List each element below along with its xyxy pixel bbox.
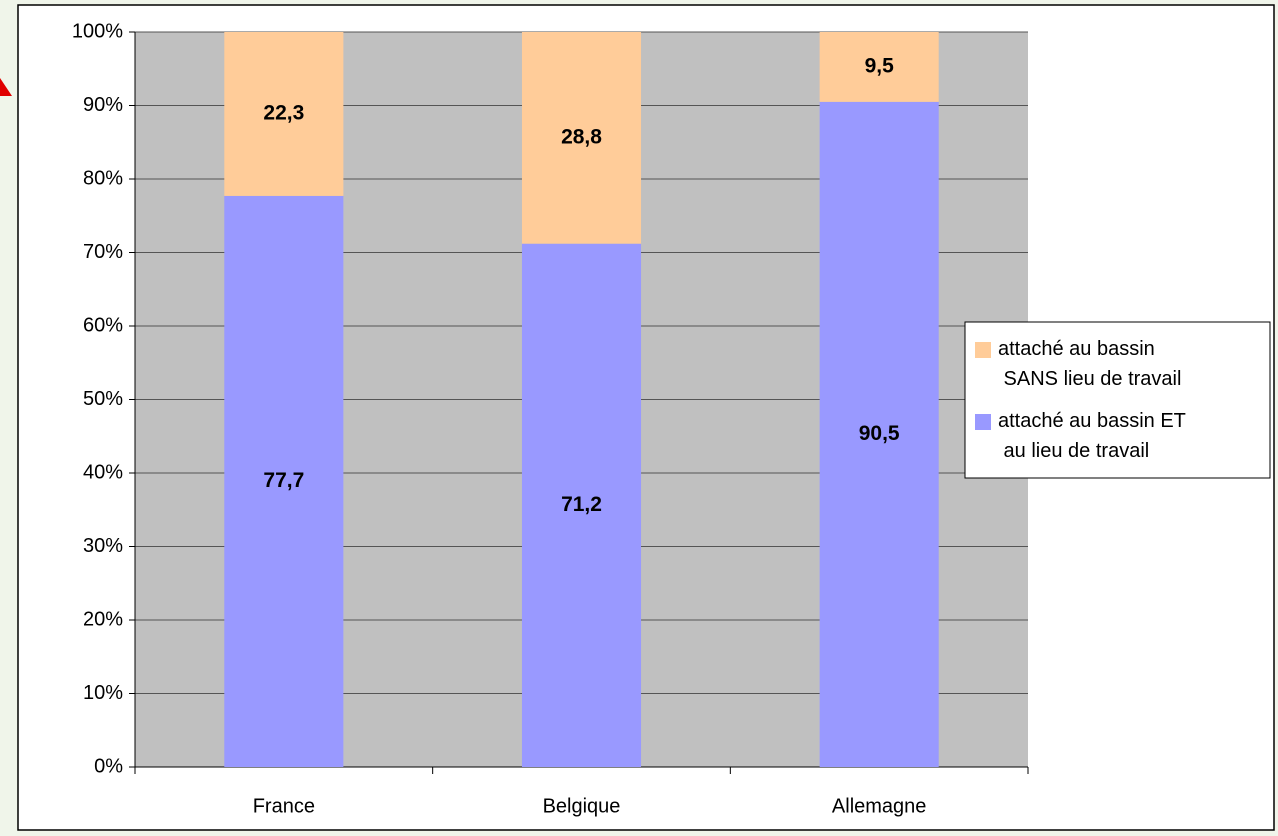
- value-label: 77,7: [263, 469, 304, 492]
- x-tick-label: Belgique: [543, 795, 621, 817]
- y-tick-label: 20%: [83, 608, 123, 630]
- legend-label: attaché au bassin SANS lieu de travail: [998, 338, 1181, 390]
- y-tick-label: 80%: [83, 167, 123, 189]
- value-label: 28,8: [561, 125, 602, 148]
- legend-swatch: [975, 342, 991, 358]
- y-tick-label: 0%: [94, 755, 123, 777]
- value-label: 22,3: [263, 101, 304, 124]
- y-tick-label: 100%: [72, 20, 123, 42]
- bar-segment: [224, 195, 344, 767]
- bar-segment: [224, 32, 344, 196]
- legend-box: [964, 321, 1271, 479]
- legend-swatch: [975, 414, 991, 430]
- y-tick-label: 40%: [83, 461, 123, 483]
- bar-segment: [819, 101, 939, 767]
- arrow-decoration: [0, 78, 12, 96]
- y-tick-label: 70%: [83, 241, 123, 263]
- bar-segment: [819, 32, 939, 102]
- y-tick-label: 50%: [83, 388, 123, 410]
- value-label: 90,5: [859, 422, 900, 445]
- y-tick-label: 60%: [83, 314, 123, 336]
- bar-segment: [521, 243, 642, 767]
- value-label: 71,2: [561, 493, 602, 516]
- bar-segment: [521, 32, 642, 244]
- y-tick-label: 30%: [83, 535, 123, 557]
- legend-label: attaché au bassin ET au lieu de travail: [998, 410, 1186, 462]
- x-tick-label: France: [253, 795, 315, 817]
- value-label: 9,5: [865, 54, 895, 77]
- y-tick-label: 90%: [83, 94, 123, 116]
- y-tick-label: 10%: [83, 682, 123, 704]
- x-tick-label: Allemagne: [832, 795, 927, 817]
